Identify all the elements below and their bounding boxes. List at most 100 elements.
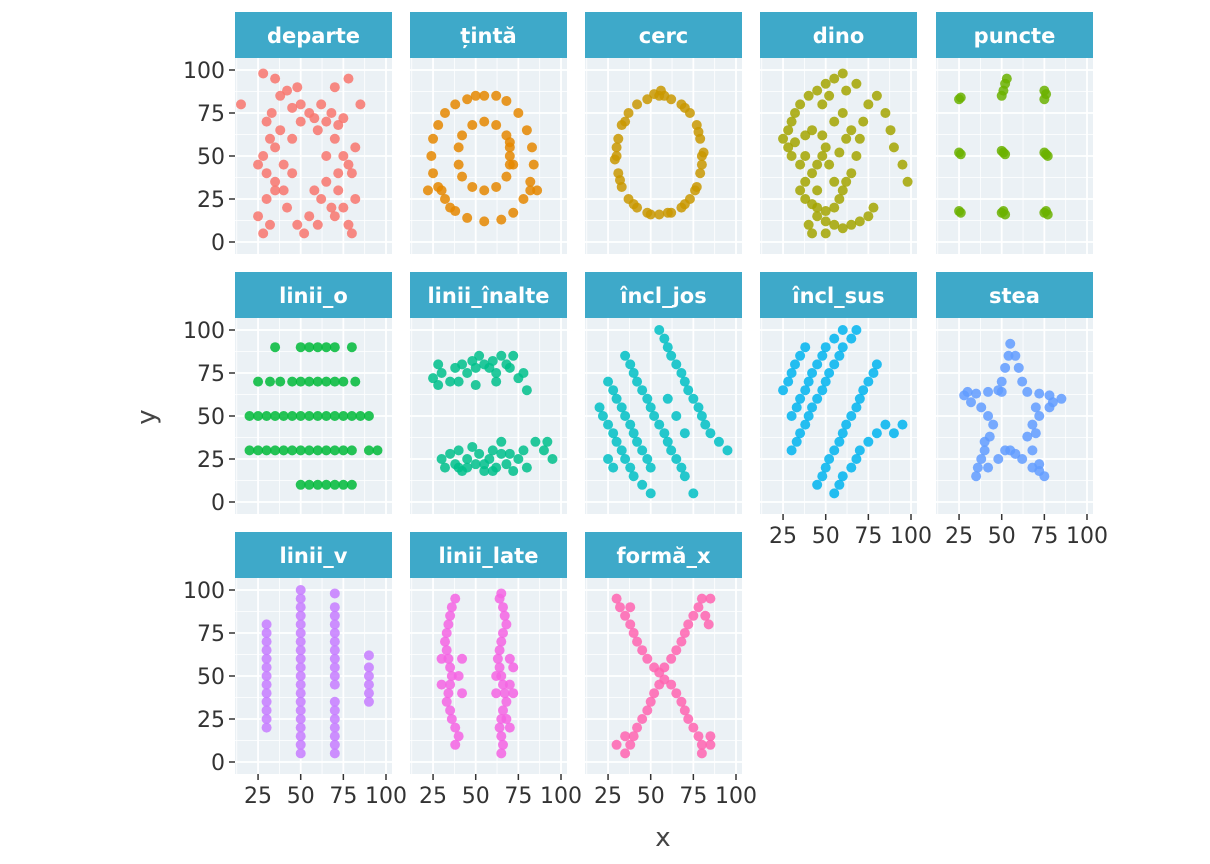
data-point-incl-sus [829,359,840,370]
data-point-linii-o [304,411,315,421]
data-point-linii-late [494,722,505,733]
y-tick-label: 25 [197,708,225,733]
data-point-incl-sus [841,419,852,430]
panel-puncte: puncte [936,12,1093,254]
data-point-tinta [508,207,519,218]
data-point-dino [851,78,862,89]
data-point-dino [829,176,840,187]
data-point-stea [1047,397,1058,408]
data-point-dino [803,90,814,101]
y-tick-label: 75 [197,102,225,127]
data-point-incl-jos [705,428,716,439]
data-point-linii-v [295,739,306,750]
data-point-tinta [453,142,464,153]
data-point-dino [812,185,823,196]
data-point-linii-late [499,688,510,699]
data-point-stea [979,436,990,447]
data-point-linii-inalte [487,355,498,366]
data-point-linii-late [441,645,452,656]
data-point-tinta [440,194,450,204]
data-point-departe [282,202,293,213]
data-point-linii-v [329,588,340,599]
data-point-linii-o [329,411,340,421]
data-point-linii-late [440,636,450,647]
data-point-stea [1000,362,1011,373]
data-point-linii-late [498,628,508,638]
data-point-linii-o [329,479,340,490]
data-point-linii-o [312,479,323,490]
data-point-incl-sus [820,462,831,473]
data-point-forma-x [683,619,694,630]
data-point-dino [790,108,800,118]
data-point-linii-o [295,342,306,353]
data-point-cerc [690,185,701,196]
data-point-dino [837,68,848,79]
data-point-departe [287,133,298,144]
data-point-incl-sus [820,342,831,353]
data-point-incl-jos [642,393,653,404]
y-tick-label: 25 [197,188,225,213]
data-point-incl-sus [812,359,823,370]
data-point-dino [807,125,818,136]
data-point-linii-o [261,411,272,421]
data-point-linii-o [338,376,349,387]
data-point-incl-sus [851,325,862,335]
data-point-incl-jos [637,479,648,490]
data-point-dino [783,142,794,153]
data-point-linii-late [504,653,515,664]
data-point-incl-jos [679,471,690,482]
data-point-tinta [436,185,447,196]
data-point-linii-o [329,342,340,353]
data-point-linii-late [450,722,461,733]
data-point-dino [846,219,857,230]
strip-incl-sus [760,272,917,318]
data-point-cerc [649,89,660,100]
x-tick-label: 75 [679,784,707,809]
data-point-linii-late [499,610,510,621]
data-point-stea [1056,393,1067,404]
data-point-stea [1005,338,1016,349]
data-point-incl-jos [688,393,699,404]
data-point-incl-jos [666,445,677,456]
data-point-linii-o [270,411,281,421]
data-point-departe [278,159,289,170]
data-point-dino [854,133,865,144]
data-point-tinta [501,171,512,182]
data-point-linii-v [329,679,340,690]
data-point-forma-x [625,619,636,630]
data-point-linii-late [498,602,508,613]
data-point-linii-late [494,662,505,673]
data-point-departe [299,228,310,239]
data-point-linii-inalte [474,350,485,361]
data-point-departe [338,113,349,124]
data-point-forma-x [683,714,694,724]
data-point-puncte [1000,149,1011,160]
data-point-forma-x [666,679,677,690]
data-point-linii-v [261,722,272,733]
data-point-linii-inalte [538,445,549,456]
data-point-incl-sus [795,428,806,439]
y-tick-label: 0 [211,231,225,256]
data-point-dino [880,108,891,118]
data-point-incl-sus [807,402,818,413]
data-point-linii-o [244,445,255,456]
data-point-linii-inalte [479,459,490,470]
data-point-linii-v [261,671,272,681]
data-point-departe [258,151,269,161]
data-point-incl-sus [829,445,840,456]
data-point-incl-jos [700,419,711,430]
data-point-dino [817,151,828,161]
data-point-dino [800,151,811,161]
x-tick-label: 25 [419,784,447,809]
data-point-dino [795,185,806,196]
data-point-incl-jos [666,350,677,361]
data-point-incl-jos [654,419,665,430]
data-point-departe [265,133,275,144]
data-point-cerc [693,126,704,137]
data-point-tinta [491,181,502,192]
data-point-linii-o [321,479,332,490]
data-point-forma-x [688,722,699,733]
strip-label-forma-x: formă_x [616,544,710,568]
x-tick-label: 100 [890,524,932,549]
data-point-incl-jos [594,402,605,413]
